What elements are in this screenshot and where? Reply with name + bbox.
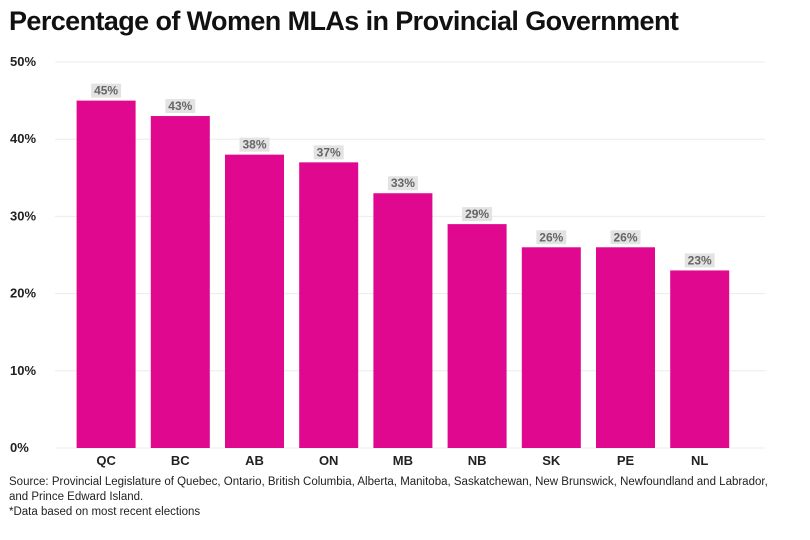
value-label: 43% (168, 99, 192, 113)
value-label-bg (536, 230, 567, 245)
footnotes: Source: Provincial Legislature of Quebec… (9, 475, 769, 520)
value-label-bg (462, 207, 493, 222)
value-label-bg (684, 253, 715, 268)
x-tick-label: MB (393, 453, 413, 468)
y-tick-label: 10% (10, 363, 36, 378)
bar (76, 100, 136, 448)
bar (670, 270, 730, 448)
value-label: 38% (242, 138, 266, 152)
bar (150, 116, 210, 448)
x-tick-label: NB (468, 453, 487, 468)
y-tick-label: 0% (10, 440, 29, 455)
bars (76, 100, 730, 449)
bar (596, 247, 655, 448)
value-label-bg (91, 83, 122, 98)
y-tick-label: 30% (10, 208, 36, 223)
value-label: 29% (465, 207, 489, 221)
value-label: 33% (391, 176, 415, 190)
bar (447, 224, 507, 448)
value-label-bg (239, 137, 270, 152)
data-note: *Data based on most recent elections (9, 506, 201, 518)
y-tick-label: 20% (10, 286, 36, 301)
value-label-bg (610, 230, 641, 245)
value-label: 26% (613, 230, 637, 244)
source-note: Source: Provincial Legislature of Quebec… (9, 476, 768, 503)
value-labels: 45% 43% 38% 37% 33% 29% 26% 26% 23% (91, 83, 715, 268)
x-tick-label: ON (319, 453, 339, 468)
x-tick-label: AB (245, 453, 264, 468)
bar (299, 162, 359, 449)
value-label: 37% (317, 145, 341, 159)
x-tick-label: SK (542, 453, 561, 468)
bar (521, 247, 581, 448)
value-label: 26% (539, 230, 563, 244)
value-label-bg (313, 145, 344, 160)
y-tick-label: 50% (10, 54, 36, 69)
chart-title: Percentage of Women MLAs in Provincial G… (9, 6, 679, 36)
x-tick-label: PE (617, 453, 635, 468)
value-label-bg (165, 99, 196, 114)
x-tick-label: BC (171, 453, 190, 468)
value-label-bg (387, 176, 418, 191)
value-label: 45% (94, 84, 118, 98)
y-axis-ticks: 0% 10% 20% 30% 40% 50% (10, 54, 36, 455)
bar (373, 193, 433, 448)
x-axis-ticks: QC BC AB ON MB NB SK PE NL (96, 453, 708, 468)
y-tick-label: 40% (10, 131, 36, 146)
value-label: 23% (688, 253, 712, 267)
bar (225, 154, 284, 448)
x-tick-label: QC (96, 453, 116, 468)
x-tick-label: NL (691, 453, 708, 468)
